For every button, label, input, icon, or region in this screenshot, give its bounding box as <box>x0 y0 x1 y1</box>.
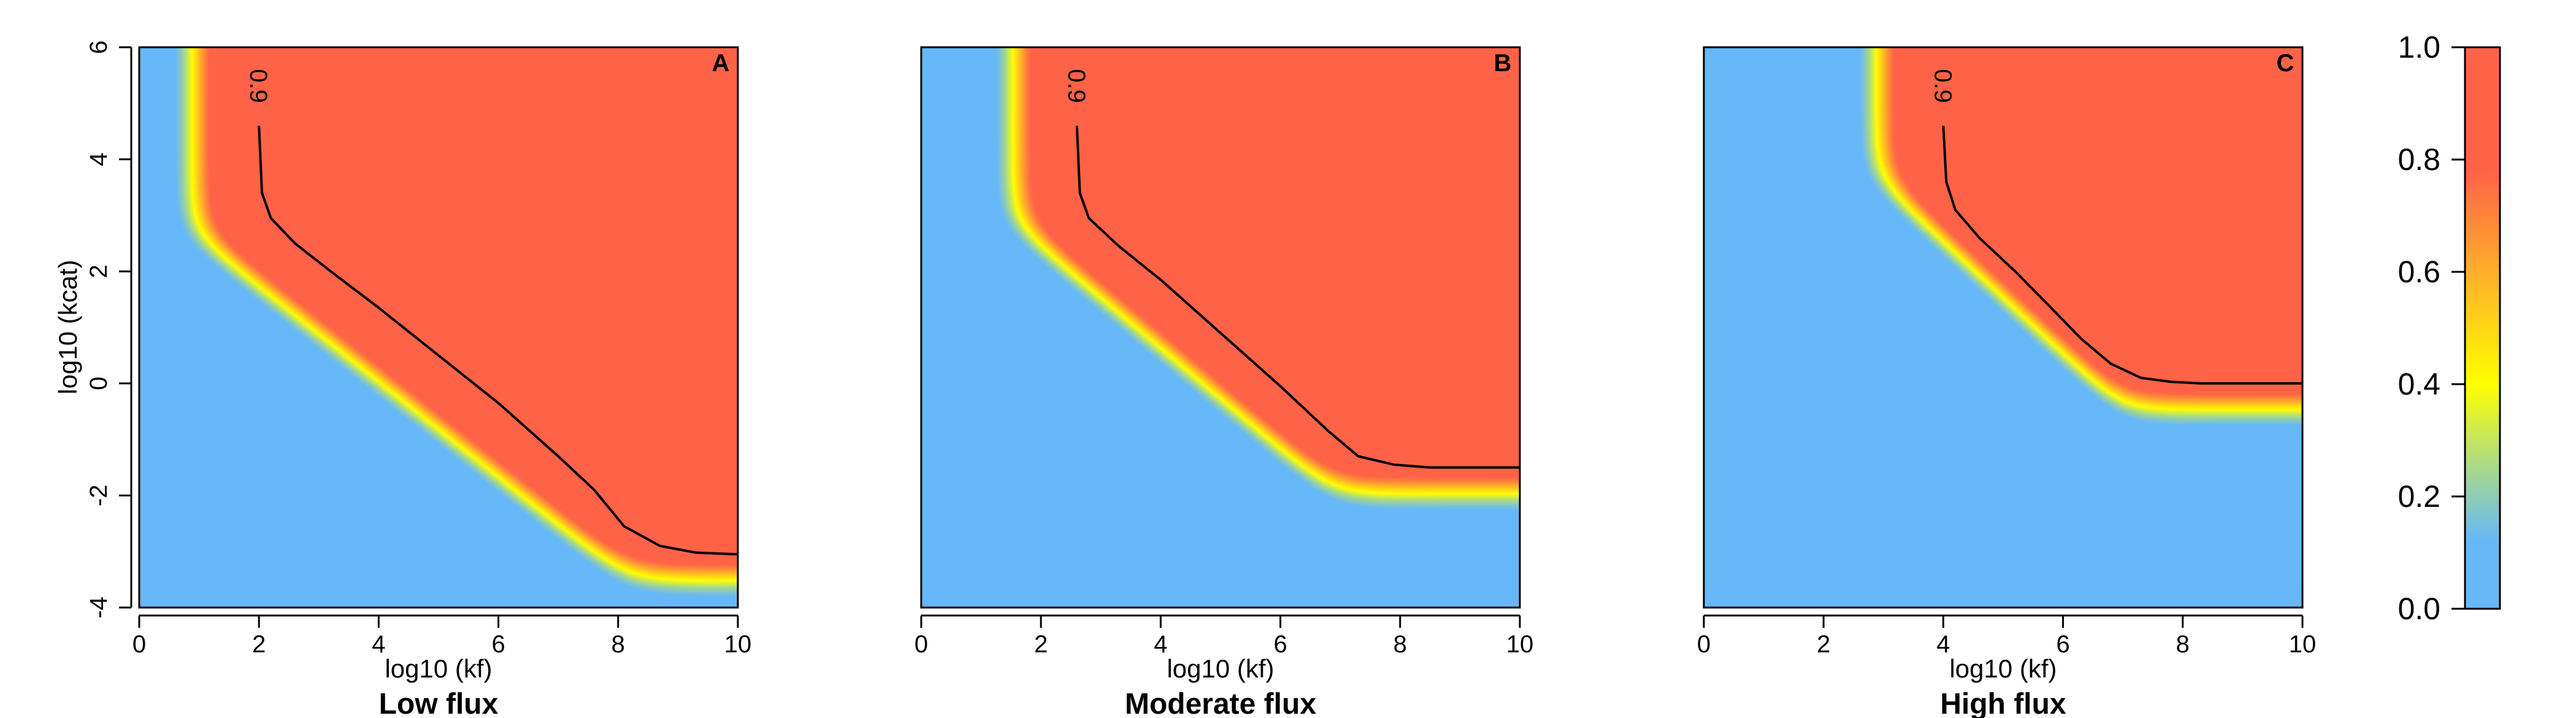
x-tick-label-b-3: 6 <box>1273 631 1287 658</box>
panel-title-c: High flux <box>1940 688 2066 718</box>
x-tick-label-c-0: 0 <box>1697 631 1711 658</box>
colorbar-axis: 0.0 0.2 0.4 0.6 0.8 1.0 <box>2398 30 2465 626</box>
x-tick-label-c-5: 10 <box>2289 631 2317 658</box>
x-axis-title-a: log10 (kf) <box>385 654 492 683</box>
x-tick-label-a-1: 2 <box>252 631 266 658</box>
plot-frame-c <box>1703 46 2304 609</box>
y-tick-label-a-4: 4 <box>85 152 112 166</box>
y-axis-a: -4 -2 0 2 4 6 <box>85 41 132 619</box>
colorbar-tick-label-3: 0.6 <box>2398 255 2440 289</box>
x-tick-label-b-0: 0 <box>914 631 928 658</box>
plot-frame-a <box>138 46 739 609</box>
x-tick-label-a-3: 6 <box>491 631 505 658</box>
contour-a <box>258 125 738 556</box>
contour-c <box>1942 125 2302 385</box>
x-tick-label-b-1: 2 <box>1034 631 1048 658</box>
contour-label-c: 0.9 <box>1929 69 1956 103</box>
y-tick-label-a-1: -2 <box>85 485 112 507</box>
colorbar-tick-label-5: 1.0 <box>2398 30 2440 64</box>
panel-letter-a: A <box>712 50 730 77</box>
colorbar-gradient <box>2464 46 2501 610</box>
y-tick-label-a-2: 0 <box>85 377 112 390</box>
x-tick-label-b-2: 4 <box>1154 631 1167 658</box>
x-tick-label-a-0: 0 <box>132 631 146 658</box>
panel-letter-c: C <box>2277 50 2294 77</box>
x-tick-label-c-1: 2 <box>1817 631 1830 658</box>
x-tick-label-c-3: 6 <box>2056 631 2069 658</box>
panel-title-b: Moderate flux <box>1125 688 1316 718</box>
colorbar-tick-label-4: 0.8 <box>2398 142 2440 177</box>
x-tick-label-a-4: 8 <box>611 631 625 658</box>
y-axis-title-a: log10 (kcat) <box>53 260 82 394</box>
panel-letter-b: B <box>1494 50 1512 77</box>
contour-label-b: 0.9 <box>1063 69 1090 103</box>
contour-label-a: 0.9 <box>245 69 272 103</box>
panel-c: C 0.9 0 2 4 6 8 10 log10 (kf) High flux <box>1697 46 2317 718</box>
x-tick-label-a-2: 4 <box>372 631 385 658</box>
x-axis-a: 0 2 4 6 8 10 <box>132 614 752 658</box>
x-axis-b: 0 2 4 6 8 10 <box>914 614 1534 658</box>
x-tick-label-c-2: 4 <box>1936 631 1950 658</box>
y-tick-label-a-3: 2 <box>85 264 112 278</box>
plot-frame-b <box>920 46 1521 609</box>
y-tick-label-a-0: -4 <box>85 596 112 619</box>
heatmap-a <box>139 47 738 608</box>
x-tick-label-b-5: 10 <box>1506 631 1534 658</box>
x-axis-c: 0 2 4 6 8 10 <box>1697 614 2317 658</box>
colorbar: 0.0 0.2 0.4 0.6 0.8 1.0 <box>2398 30 2501 626</box>
panel-title-a: Low flux <box>379 688 499 718</box>
x-tick-label-c-4: 8 <box>2176 631 2190 658</box>
colorbar-tick-label-2: 0.4 <box>2398 367 2440 401</box>
x-tick-label-b-4: 8 <box>1393 631 1407 658</box>
x-axis-title-b: log10 (kf) <box>1167 654 1274 683</box>
y-tick-label-a-5: 6 <box>85 41 112 54</box>
heatmap-c <box>1704 47 2302 608</box>
x-axis-title-c: log10 (kf) <box>1949 654 2057 683</box>
contour-b <box>1075 125 1520 469</box>
panel-a: A 0.9 0 2 4 6 8 10 -4 -2 0 2 4 6 log10 (kf) log10 … <box>53 41 751 718</box>
colorbar-tick-label-0: 0.0 <box>2398 592 2440 626</box>
heatmap-b <box>921 47 1520 608</box>
colorbar-tick-label-1: 0.2 <box>2398 479 2440 514</box>
x-tick-label-a-5: 10 <box>724 631 752 658</box>
panel-b: B 0.9 0 2 4 6 8 10 log10 (kf) Moderate flux <box>914 46 1534 718</box>
